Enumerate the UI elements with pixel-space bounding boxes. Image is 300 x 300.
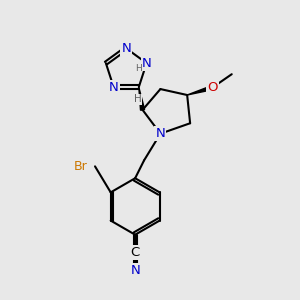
Text: Br: Br <box>74 160 88 173</box>
Text: H: H <box>135 64 142 73</box>
Text: N: N <box>142 57 152 70</box>
Polygon shape <box>187 85 213 95</box>
Polygon shape <box>139 87 145 110</box>
Text: N: N <box>130 264 140 277</box>
Text: N: N <box>155 127 165 140</box>
Text: N: N <box>109 81 118 94</box>
Text: O: O <box>207 81 218 94</box>
Text: N: N <box>121 42 131 55</box>
Text: H: H <box>134 94 141 104</box>
Text: C: C <box>130 246 139 259</box>
